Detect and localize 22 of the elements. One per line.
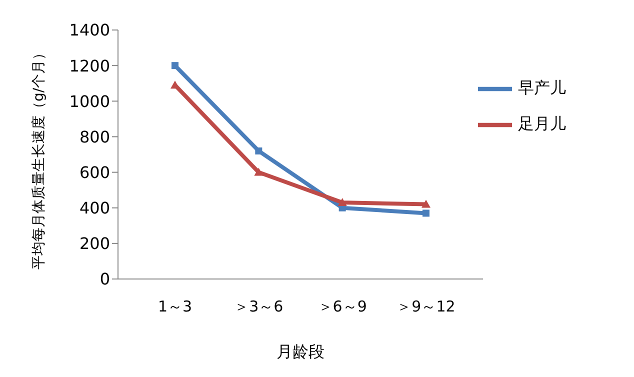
y-axis-title: 平均每月体质量生长速度（g/个月）: [30, 46, 47, 270]
point: [422, 200, 430, 208]
y-tick-label: 400: [79, 198, 110, 218]
y-tick-label: 600: [79, 162, 110, 182]
x-tick-label: 1～3: [158, 298, 192, 316]
legend-label: 早产儿: [518, 78, 566, 97]
x-tick-label: ＞6～9: [318, 298, 367, 316]
x-tick-label: ＞9～12: [396, 298, 456, 316]
point: [338, 198, 347, 206]
point: [172, 62, 178, 70]
y-tick-label: 800: [79, 127, 110, 146]
y-tick-label: 1200: [69, 56, 110, 76]
y-tick-label: 200: [79, 234, 110, 254]
x-tick-label: ＞3～6: [234, 298, 284, 316]
x-axis-title: 月龄段: [276, 342, 324, 361]
legend-label: 足月儿: [518, 114, 566, 133]
point: [255, 147, 262, 154]
y-tick-label: 1000: [69, 92, 110, 111]
point: [422, 210, 430, 217]
y-tick-label: 0: [100, 270, 110, 289]
y-tick-label: 1400: [69, 20, 110, 40]
point: [254, 168, 264, 176]
